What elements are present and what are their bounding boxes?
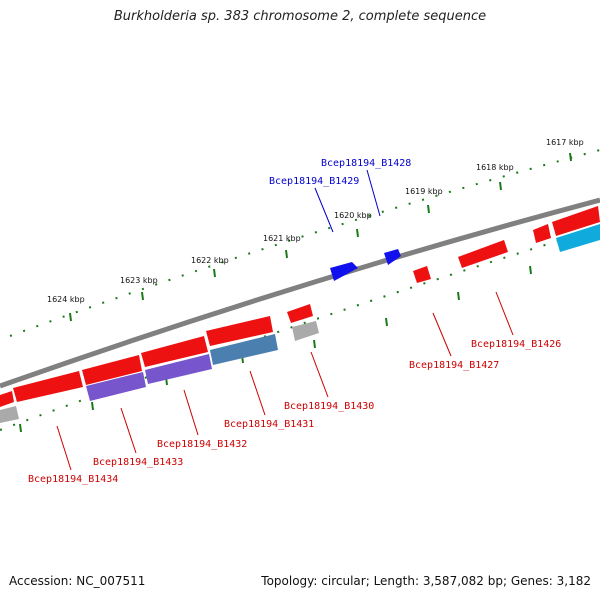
- gene-label-b1429[interactable]: Bcep18194_B1429: [269, 176, 359, 187]
- tick-label-1619: 1619 kbp: [405, 187, 443, 196]
- length-value: 3,587,082 bp: [422, 574, 503, 588]
- accession-value: NC_007511: [76, 574, 146, 588]
- gene-label-b1430[interactable]: Bcep18194_B1430: [284, 401, 374, 412]
- gene-label-b1433[interactable]: Bcep18194_B1433: [93, 457, 183, 468]
- topology-value: circular: [321, 574, 366, 588]
- gene-forward-red-3[interactable]: [458, 240, 508, 268]
- gene-forward-red-6[interactable]: [206, 316, 273, 346]
- accession-info: Accession: NC_007511: [9, 574, 145, 588]
- gene-reverse-cyan[interactable]: [556, 224, 600, 252]
- gene-forward-red-1[interactable]: [552, 206, 600, 236]
- tick-label-1623: 1623 kbp: [120, 276, 158, 285]
- topology-label: Topology:: [261, 574, 318, 588]
- genes-label: Genes:: [510, 574, 553, 588]
- gene-label-b1432[interactable]: Bcep18194_B1432: [157, 439, 247, 450]
- gene-reverse-gray-1[interactable]: [292, 321, 319, 341]
- map-title: Burkholderia sp. 383 chromosome 2, compl…: [113, 9, 487, 24]
- genome-stats: Topology: circular; Length: 3,587,082 bp…: [261, 574, 591, 588]
- gene-label-b1434[interactable]: Bcep18194_B1434: [28, 474, 118, 485]
- gene-label-b1426[interactable]: Bcep18194_B1426: [471, 339, 561, 350]
- tick-label-1622: 1622 kbp: [191, 256, 229, 265]
- forward-gene-features: [0, 206, 600, 407]
- gene-forward-blue-2[interactable]: [330, 262, 358, 281]
- chromosome-backbone: [0, 197, 600, 389]
- tick-label-1624: 1624 kbp: [47, 295, 85, 304]
- gene-reverse-purple-2[interactable]: [86, 372, 146, 401]
- gene-reverse-gray-2[interactable]: [0, 406, 19, 423]
- gene-label-b1428[interactable]: Bcep18194_B1428: [321, 158, 411, 169]
- reverse-leader-lines: [56, 291, 514, 471]
- gene-label-b1431[interactable]: Bcep18194_B1431: [224, 419, 314, 430]
- forward-tick-track: [9, 149, 600, 337]
- genes-value: 3,182: [556, 574, 591, 588]
- gene-label-b1427[interactable]: Bcep18194_B1427: [409, 360, 499, 371]
- tick-label-1621: 1621 kbp: [263, 234, 301, 243]
- length-label: Length:: [373, 574, 420, 588]
- gene-reverse-steel[interactable]: [210, 334, 278, 365]
- gene-forward-red-9[interactable]: [13, 371, 83, 402]
- forward-leader-lines: [314, 169, 381, 233]
- gene-forward-blue-1[interactable]: [384, 249, 401, 265]
- tick-label-1617: 1617 kbp: [546, 138, 584, 147]
- forward-major-ticks: [69, 152, 572, 322]
- gene-forward-red-2[interactable]: [533, 224, 551, 243]
- tick-label-1620: 1620 kbp: [334, 211, 372, 220]
- accession-label: Accession:: [9, 574, 73, 588]
- gene-reverse-purple-1[interactable]: [145, 354, 212, 384]
- gene-forward-red-7[interactable]: [141, 336, 208, 367]
- tick-label-1618: 1618 kbp: [476, 163, 514, 172]
- gene-forward-red-10[interactable]: [0, 391, 14, 407]
- gene-forward-red-5[interactable]: [287, 304, 313, 323]
- reverse-gene-features: [0, 224, 600, 423]
- gene-forward-red-8[interactable]: [82, 355, 142, 385]
- gene-forward-red-4[interactable]: [413, 266, 431, 283]
